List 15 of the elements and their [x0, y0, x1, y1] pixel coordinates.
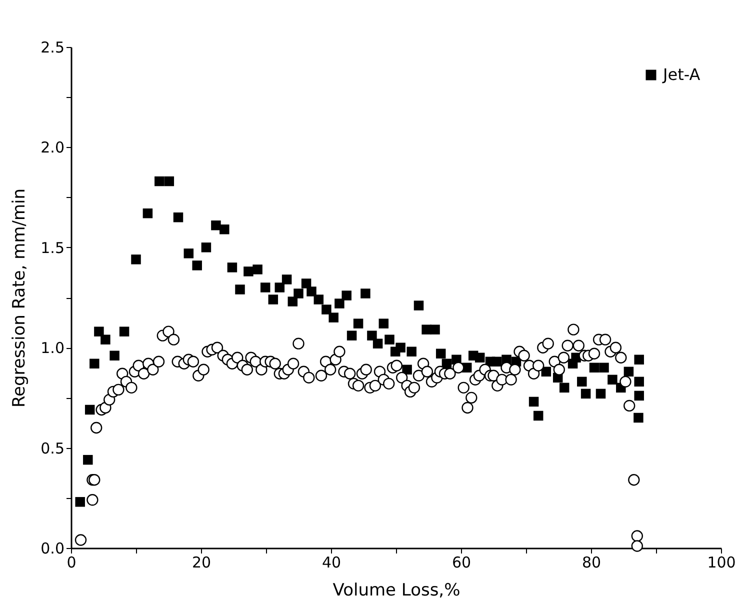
y-tick-label: 2.0 [40, 138, 64, 157]
x-axis-title: Volume Loss,% [332, 580, 460, 600]
x-tick-label: 60 [452, 554, 472, 572]
x-tick-label: 0 [66, 554, 76, 572]
y-tick-label: 0.0 [40, 540, 64, 558]
y-tick-label: 1.5 [40, 238, 64, 257]
x-tick-label: 80 [582, 554, 602, 572]
x-tick-label: 100 [707, 554, 736, 572]
y-tick-label: 0.5 [40, 439, 64, 458]
x-tick-label: 20 [192, 554, 212, 572]
legend-label: Jet-A [662, 65, 700, 84]
y-tick-label: 1.0 [40, 339, 64, 358]
x-tick-label: 40 [322, 554, 342, 572]
y-tick-label: 2.5 [40, 38, 64, 56]
y-axis-title: Regression Rate, mm/min [10, 188, 30, 408]
